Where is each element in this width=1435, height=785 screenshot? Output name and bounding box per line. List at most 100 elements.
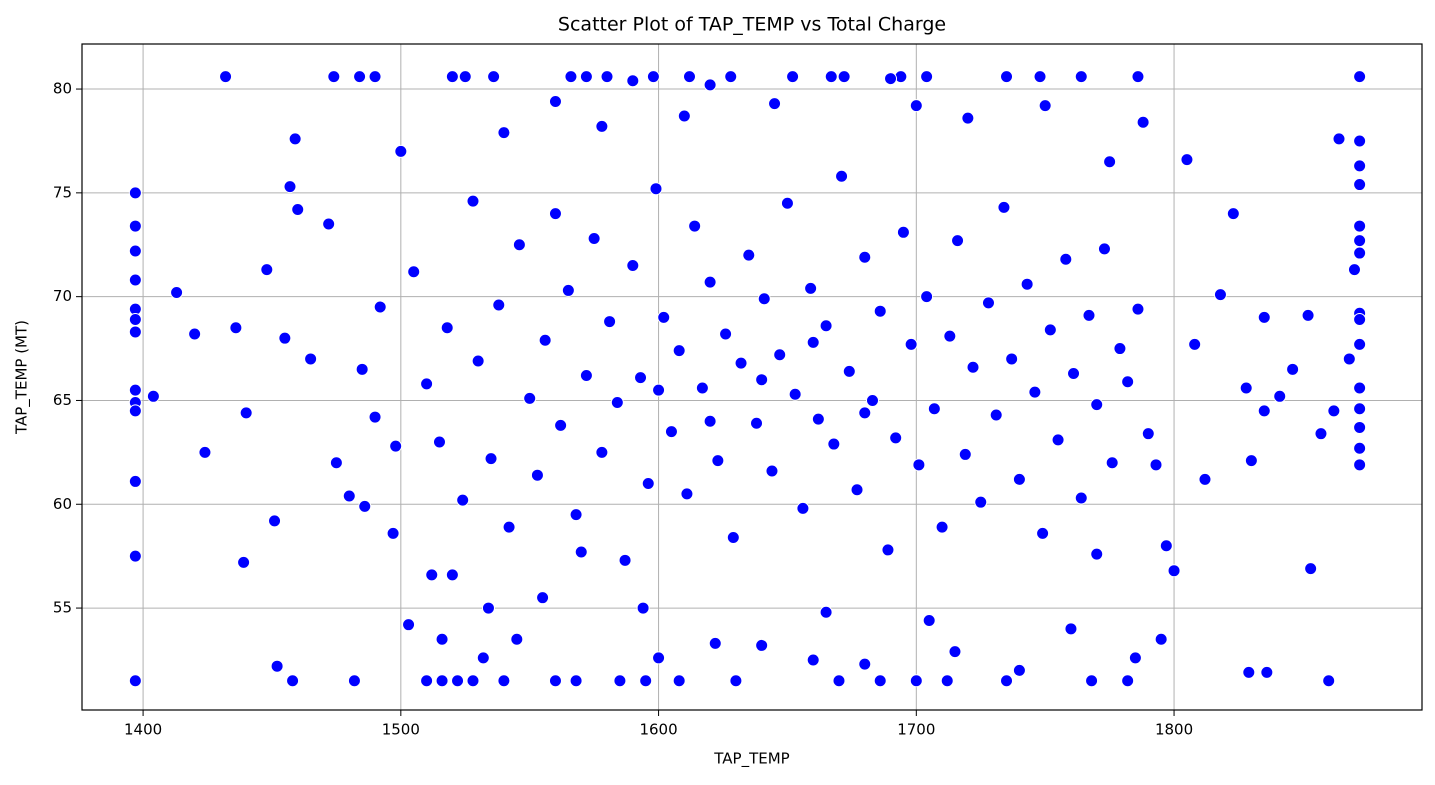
point — [1353, 337, 1367, 351]
point — [904, 337, 918, 351]
point — [909, 99, 923, 113]
point — [1342, 352, 1356, 366]
point — [304, 352, 318, 366]
y-tick-label: 60 — [53, 495, 72, 513]
point — [1036, 526, 1050, 540]
point — [1082, 308, 1096, 322]
point — [239, 406, 253, 420]
point — [1353, 246, 1367, 260]
point — [1105, 456, 1119, 470]
point — [128, 383, 142, 397]
point — [626, 74, 640, 88]
point — [1167, 564, 1181, 578]
point — [634, 371, 648, 385]
point — [466, 674, 480, 688]
point — [1085, 674, 1099, 688]
point — [1136, 115, 1150, 129]
point — [780, 196, 794, 210]
point — [1353, 159, 1367, 173]
point — [471, 354, 485, 368]
point — [1213, 288, 1227, 302]
point — [278, 331, 292, 345]
point — [595, 119, 609, 133]
point — [425, 568, 439, 582]
points — [128, 70, 1367, 688]
point — [961, 111, 975, 125]
point — [664, 425, 678, 439]
point — [1286, 362, 1300, 376]
x-tick-label: 1400 — [124, 721, 162, 739]
point — [579, 369, 593, 383]
point — [842, 364, 856, 378]
point — [219, 70, 233, 84]
point — [1131, 70, 1145, 84]
point — [260, 263, 274, 277]
point — [989, 408, 1003, 422]
point — [1005, 352, 1019, 366]
point — [420, 674, 434, 688]
point — [773, 348, 787, 362]
point — [881, 543, 895, 557]
point — [912, 458, 926, 472]
point — [677, 109, 691, 123]
point — [128, 674, 142, 688]
point — [788, 387, 802, 401]
point — [1074, 491, 1088, 505]
x-tick-label: 1700 — [897, 721, 935, 739]
point — [451, 674, 465, 688]
point — [858, 657, 872, 671]
point — [445, 568, 459, 582]
point — [1020, 277, 1034, 291]
point — [128, 312, 142, 326]
x-tick-label: 1600 — [639, 721, 677, 739]
point — [128, 273, 142, 287]
point — [708, 636, 722, 650]
point — [170, 286, 184, 300]
point — [657, 310, 671, 324]
x-axis-label: TAP_TEMP — [713, 750, 789, 769]
point — [1301, 308, 1315, 322]
point — [420, 377, 434, 391]
point — [1067, 366, 1081, 380]
point — [1180, 153, 1194, 167]
point — [1314, 427, 1328, 441]
point — [466, 194, 480, 208]
point — [603, 315, 617, 329]
point — [1000, 674, 1014, 688]
point — [1353, 381, 1367, 395]
point — [1064, 622, 1078, 636]
point — [435, 632, 449, 646]
point — [695, 381, 709, 395]
point — [128, 404, 142, 418]
point — [734, 356, 748, 370]
point — [865, 393, 879, 407]
point — [389, 439, 403, 453]
point — [128, 186, 142, 200]
point — [711, 454, 725, 468]
point — [755, 373, 769, 387]
point — [548, 95, 562, 109]
point — [595, 445, 609, 459]
point — [618, 553, 632, 567]
point — [858, 250, 872, 264]
point — [554, 418, 568, 432]
point — [729, 674, 743, 688]
point — [832, 674, 846, 688]
point — [726, 530, 740, 544]
point — [358, 499, 372, 513]
point — [1353, 312, 1367, 326]
point — [1304, 562, 1318, 576]
y-tick-label: 75 — [53, 183, 72, 201]
point — [268, 514, 282, 528]
point — [889, 431, 903, 445]
point — [688, 219, 702, 233]
point — [523, 391, 537, 405]
point — [1097, 242, 1111, 256]
point — [432, 435, 446, 449]
point — [806, 335, 820, 349]
point — [943, 329, 957, 343]
point — [639, 674, 653, 688]
point — [806, 653, 820, 667]
point — [322, 217, 336, 231]
